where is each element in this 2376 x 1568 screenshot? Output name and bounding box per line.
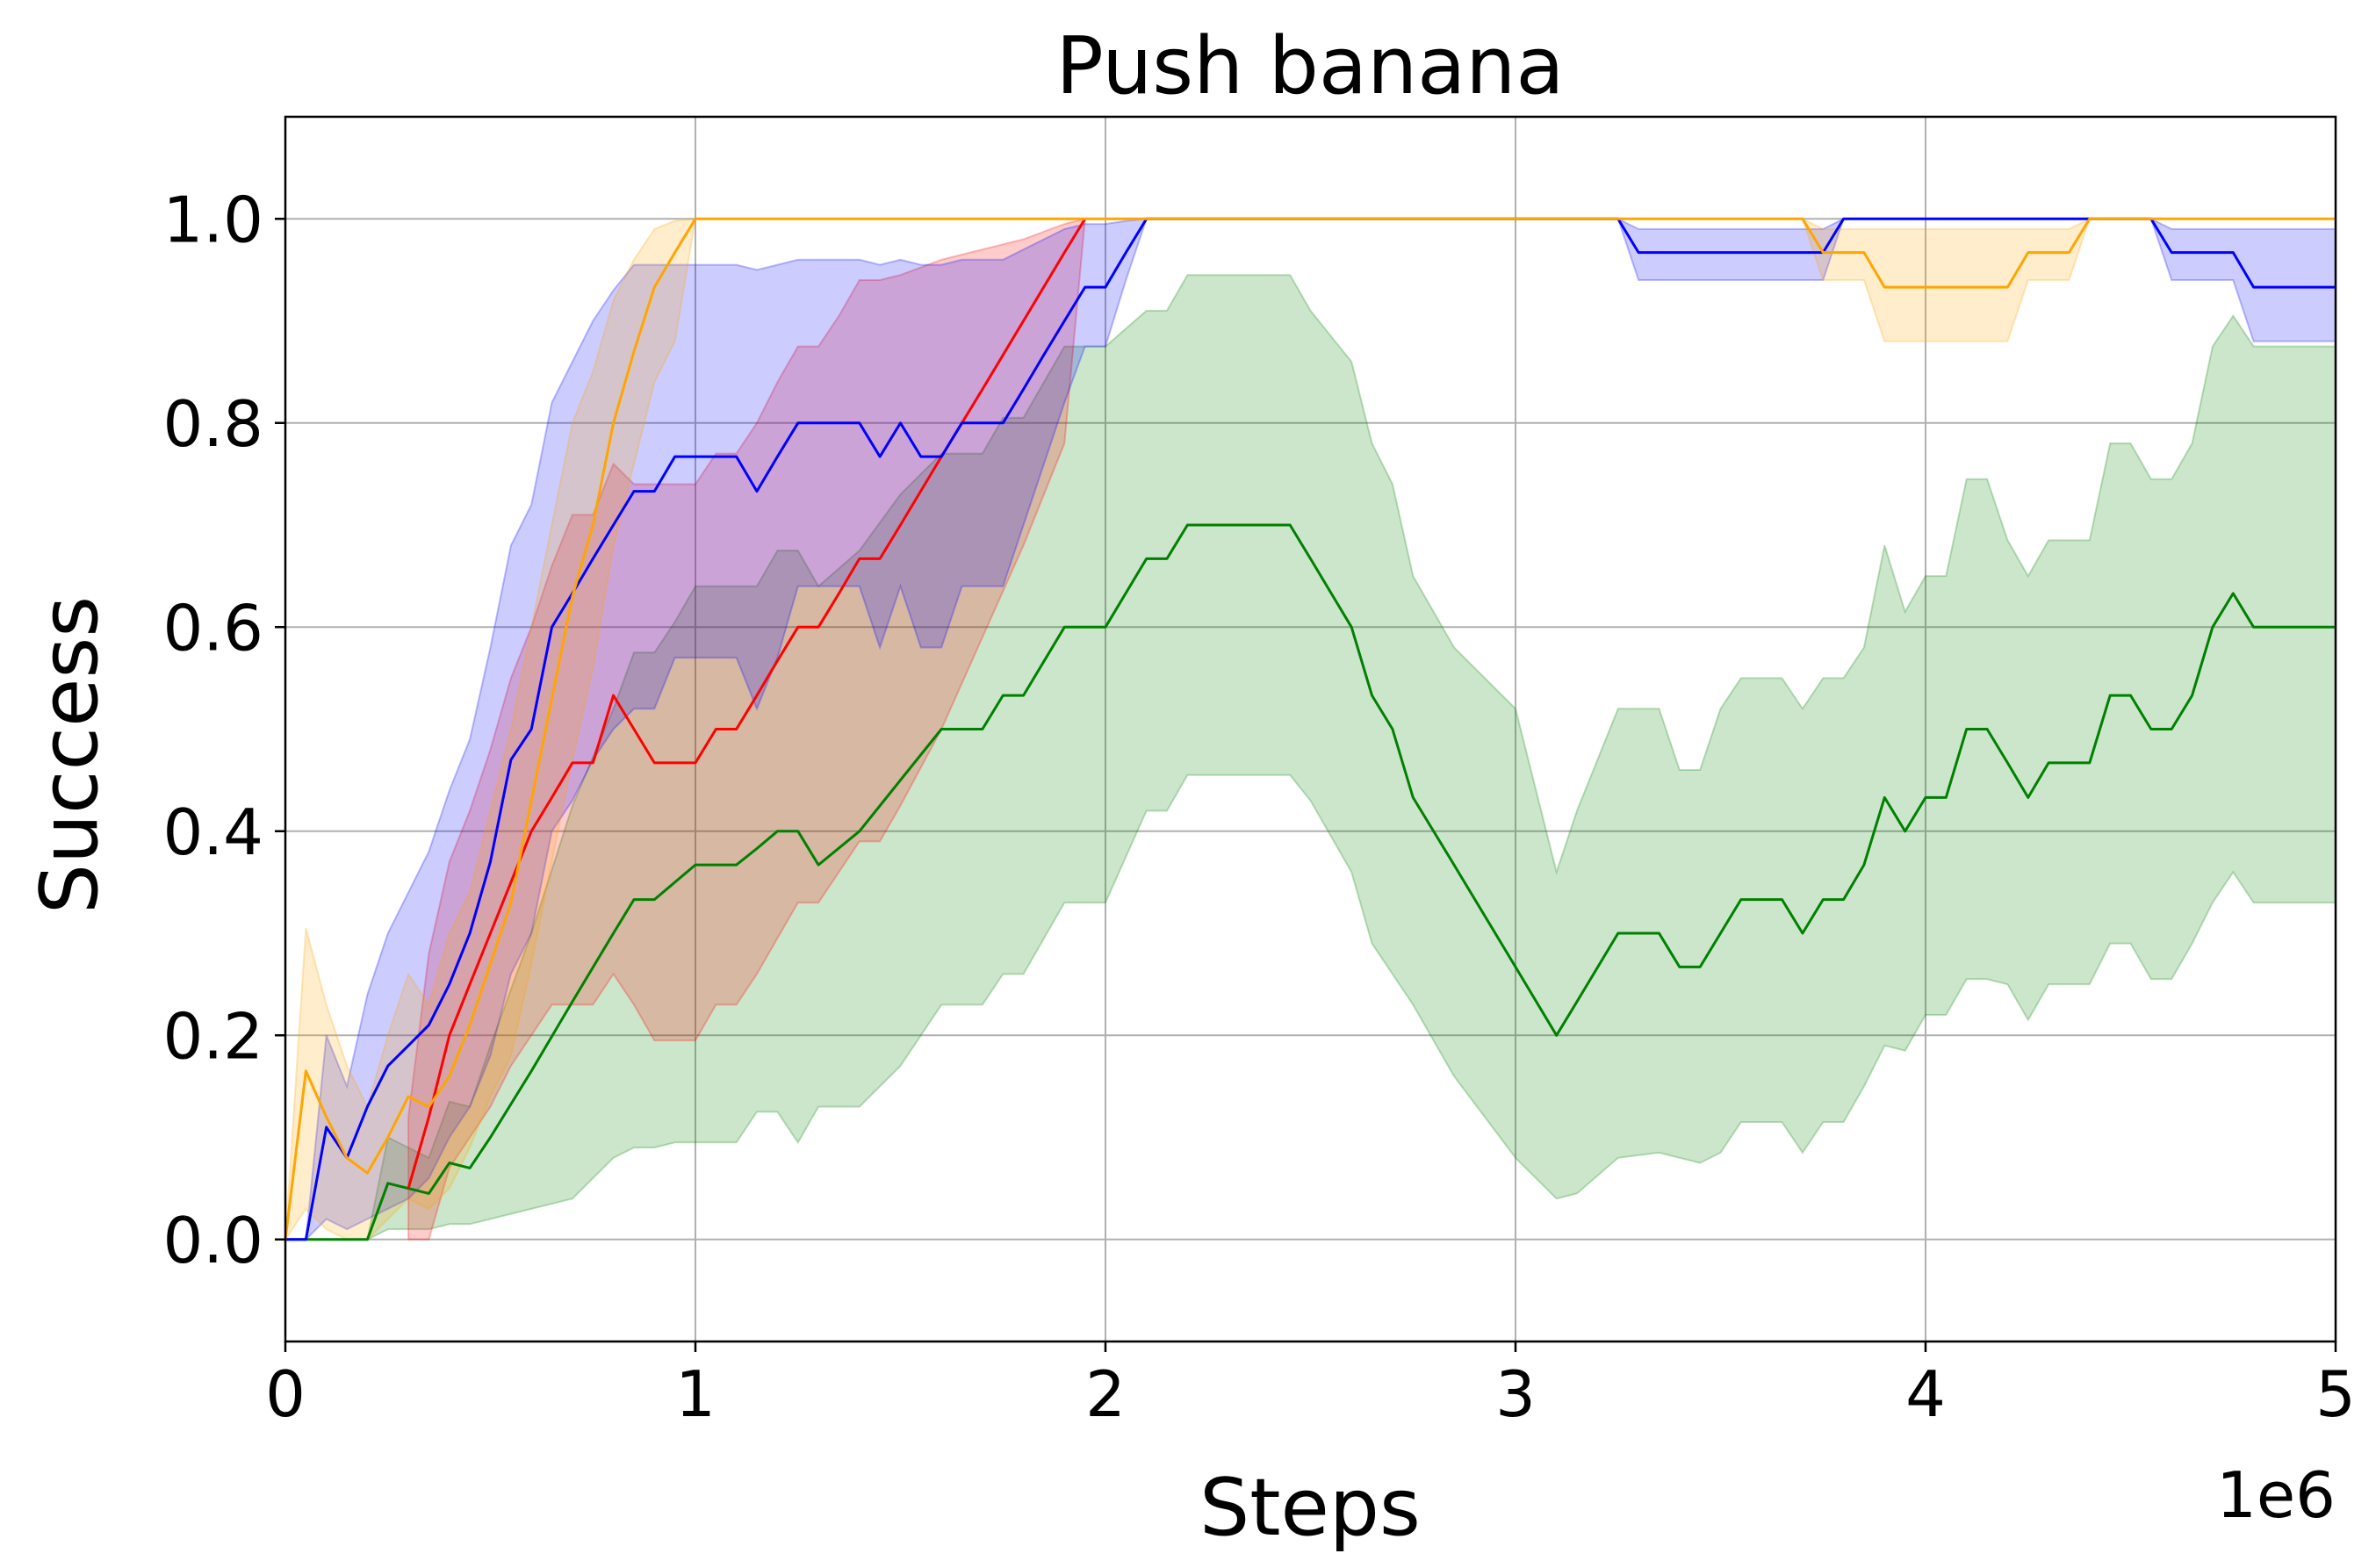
x-tick-label: 5: [2315, 1357, 2356, 1431]
plot-frame: [284, 115, 2337, 1343]
x-tick-label: 1: [675, 1357, 716, 1431]
x-axis-label: Steps: [1199, 1462, 1421, 1554]
y-axis-label: Success: [24, 596, 116, 914]
y-tick-label: 0.2: [162, 999, 263, 1073]
series-1-band: [407, 217, 1086, 1241]
x-axis-offset-label: 1e6: [2216, 1458, 2336, 1532]
x-tick-label: 4: [1905, 1357, 1946, 1431]
y-tick-label: 0.4: [162, 795, 263, 869]
series-1-line: [407, 218, 1086, 1190]
series-2-line: [285, 217, 2336, 1241]
series-3-band: [284, 218, 2336, 1243]
chart-title: Push banana: [1056, 20, 1565, 112]
grid: [284, 117, 2336, 1341]
axis-ticks: 0 1 2 3 4 5 0.0 0.2 0.4 0.6 0.8 1.0: [162, 183, 2355, 1431]
series-3-line: [284, 217, 2336, 1240]
series-0-line: [285, 523, 2336, 1241]
x-tick-label: 0: [265, 1357, 306, 1431]
series-lines: [284, 217, 2336, 1241]
x-tick-label: 2: [1085, 1357, 1126, 1431]
y-tick-label: 1.0: [162, 183, 263, 256]
y-tick-label: 0.0: [162, 1204, 263, 1277]
y-tick-label: 0.6: [162, 591, 263, 665]
x-tick-label: 3: [1495, 1357, 1536, 1431]
y-tick-label: 0.8: [162, 387, 263, 461]
